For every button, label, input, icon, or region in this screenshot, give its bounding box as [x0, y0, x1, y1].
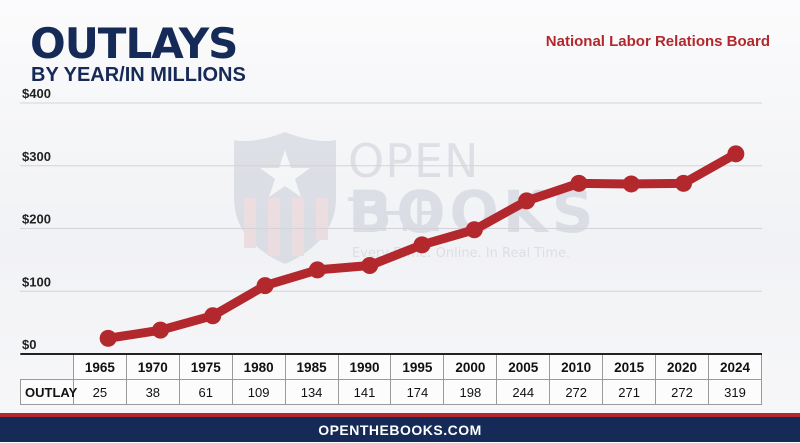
- x-tick-label: 1995: [390, 353, 445, 380]
- x-tick-label: 1965: [72, 353, 127, 380]
- outlay-value-cell: 272: [655, 379, 709, 405]
- x-tick-label: 2010: [549, 353, 604, 380]
- x-tick-label: 1970: [125, 353, 180, 380]
- data-point: [622, 175, 640, 193]
- table-header-row: 1965 1970 1975 1980 1985 1990 1995 2000 2005 2010…: [20, 353, 763, 380]
- footer-red-stripe: [0, 413, 800, 417]
- y-tick-label: $0: [22, 337, 36, 352]
- chart-gridlines: [20, 102, 762, 355]
- footer-site-link[interactable]: OPENTHEBOOKS.COM: [318, 422, 482, 438]
- chart-subtitle: BY YEAR/IN MILLIONS: [31, 64, 246, 86]
- x-tick-label: 2005: [496, 353, 551, 380]
- table-value-row: OUTLAY 25 38 61 109 134 141 174 198 244 272 271 272…: [20, 379, 763, 405]
- x-tick-label: 2015: [602, 353, 657, 380]
- data-point: [308, 261, 326, 279]
- table-row-label: OUTLAY: [20, 379, 77, 405]
- table-corner-cell: [20, 353, 74, 380]
- data-point: [151, 321, 169, 339]
- y-tick-label: $100: [22, 274, 51, 289]
- data-point: [570, 174, 588, 192]
- data-point: [413, 236, 431, 254]
- data-point: [361, 257, 379, 275]
- x-tick-label: 2024: [707, 353, 763, 380]
- outlay-value-cell: 141: [337, 379, 392, 405]
- x-tick-label: 2000: [443, 353, 498, 380]
- data-point: [204, 307, 222, 325]
- outlay-value-cell: 174: [390, 379, 445, 405]
- data-point: [465, 221, 483, 239]
- outlay-value-cell: 198: [443, 379, 498, 405]
- x-tick-label: 1980: [231, 353, 286, 380]
- data-point: [727, 145, 745, 163]
- outlay-value-cell: 271: [602, 379, 657, 405]
- outlay-value-cell: 244: [496, 379, 551, 405]
- y-axis-tick-labels: $0 $100 $200 $300 $400: [22, 86, 51, 352]
- y-tick-label: $200: [22, 212, 51, 227]
- outlay-value-cell: 25: [72, 379, 127, 405]
- chart-title: OUTLAYS: [30, 19, 238, 68]
- outlay-table: 1965 1970 1975 1980 1985 1990 1995 2000 2005 2010…: [20, 353, 763, 405]
- x-tick-label: 1990: [337, 353, 392, 380]
- outlay-value-cell: 319: [707, 379, 763, 405]
- outlay-value-cell: 134: [284, 379, 339, 405]
- footer-bar: OPENTHEBOOKS.COM: [0, 417, 800, 442]
- data-point: [518, 192, 536, 210]
- data-point: [256, 277, 274, 295]
- outlay-value-cell: 61: [178, 379, 233, 405]
- agency-name: National Labor Relations Board: [545, 33, 770, 50]
- outlay-value-cell: 38: [125, 379, 180, 405]
- outlay-value-cell: 109: [231, 379, 286, 405]
- x-tick-label: 1975: [178, 353, 233, 380]
- y-tick-label: $400: [22, 86, 51, 101]
- chart-series: [99, 145, 745, 347]
- outlay-value-cell: 272: [549, 379, 604, 405]
- y-tick-label: $300: [22, 149, 51, 164]
- x-tick-label: 1985: [284, 353, 339, 380]
- data-point: [99, 329, 117, 347]
- x-tick-label: 2020: [655, 353, 709, 380]
- data-point: [675, 174, 693, 192]
